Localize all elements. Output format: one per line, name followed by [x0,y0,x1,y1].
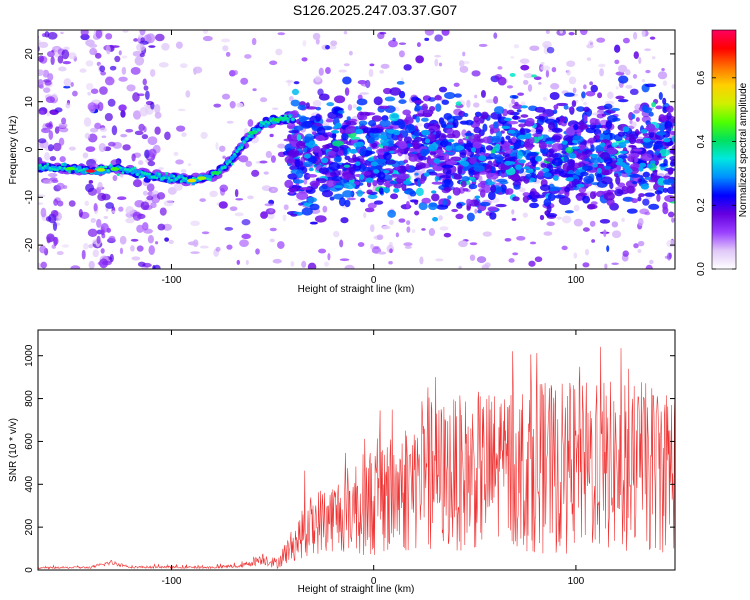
spectrogram-y-ticks: -20 -10 0 10 20 [24,48,675,252]
x-tick-label: 100 [568,576,585,587]
y-tick-label: 400 [24,476,35,493]
snr-y-ticks: 0 200 400 600 800 1000 [24,344,675,573]
y-tick-label: 20 [24,48,35,60]
snr-x-ticks: -100 0 100 [161,330,585,587]
y-tick-label: 10 [24,96,35,108]
x-tick-label: 0 [371,576,377,587]
colorbar-tick-label: 0.4 [696,134,707,148]
snr-x-axis-label: Height of straight line (km) [298,584,415,595]
colorbar-tick-label: 0.2 [696,198,707,212]
snr-panel: -100 0 100 0 200 400 600 800 1000 Height of str… [8,329,676,595]
colorbar-label: Normalized spectral amplitude [738,82,749,217]
y-tick-label: -20 [24,237,35,252]
y-tick-label: 800 [24,390,35,407]
colorbar-tick-label: 0.0 [696,262,707,276]
x-tick-label: -100 [161,576,181,587]
y-tick-label: 1000 [24,344,35,367]
y-tick-label: 600 [24,433,35,450]
spectrogram-blobs [38,30,675,269]
spectrogram-x-axis-label: Height of straight line (km) [298,284,415,295]
spectrogram-ridge [38,111,298,187]
x-tick-label: -100 [161,275,181,286]
colorbar: 0.0 0.2 0.4 0.6 Normalized spectral amplitu… [696,29,749,276]
x-tick-label: 0 [371,275,377,286]
y-tick-label: -10 [24,190,35,205]
colorbar-scale [711,29,737,270]
y-tick-label: 0 [24,567,35,573]
y-tick-label: 200 [24,518,35,535]
x-tick-label: 100 [568,275,585,286]
snr-y-axis-label: SNR (10 * v/v) [8,418,19,482]
y-tick-label: 0 [24,146,35,152]
colorbar-tick-label: 0.6 [696,70,707,84]
spectrogram-y-axis-label: Frequency (Hz) [8,116,19,185]
snr-frame [37,329,676,571]
snr-series-line [38,346,675,570]
figure-title: S126.2025.247.03.37.G07 [293,2,457,18]
spectrogram-x-ticks: -100 0 100 [161,30,585,286]
colorbar-ticks: 0.0 0.2 0.4 0.6 [696,70,736,276]
